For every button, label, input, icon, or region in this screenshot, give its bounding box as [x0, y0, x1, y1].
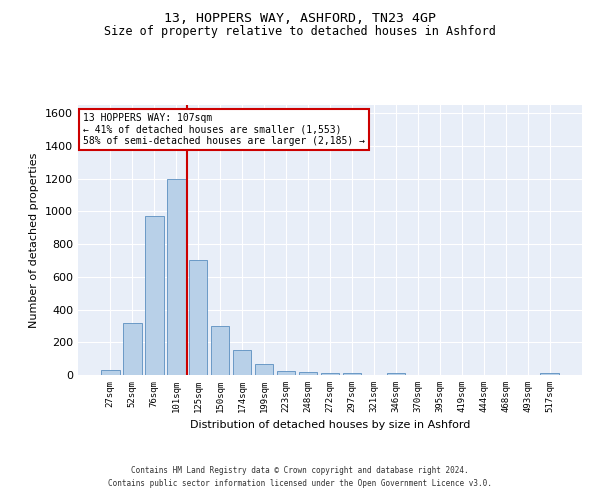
- Bar: [233, 350, 251, 375]
- Bar: [255, 364, 274, 375]
- Bar: [320, 372, 340, 375]
- Text: Contains HM Land Registry data © Crown copyright and database right 2024.
Contai: Contains HM Land Registry data © Crown c…: [108, 466, 492, 487]
- Bar: [145, 216, 164, 375]
- Bar: [101, 370, 119, 375]
- Bar: [343, 372, 361, 375]
- Text: 13, HOPPERS WAY, ASHFORD, TN23 4GP: 13, HOPPERS WAY, ASHFORD, TN23 4GP: [164, 12, 436, 26]
- X-axis label: Distribution of detached houses by size in Ashford: Distribution of detached houses by size …: [190, 420, 470, 430]
- Bar: [211, 326, 229, 375]
- Bar: [123, 322, 142, 375]
- Y-axis label: Number of detached properties: Number of detached properties: [29, 152, 40, 328]
- Bar: [299, 372, 317, 375]
- Bar: [386, 372, 405, 375]
- Text: Size of property relative to detached houses in Ashford: Size of property relative to detached ho…: [104, 25, 496, 38]
- Text: 13 HOPPERS WAY: 107sqm
← 41% of detached houses are smaller (1,553)
58% of semi-: 13 HOPPERS WAY: 107sqm ← 41% of detached…: [83, 113, 365, 146]
- Bar: [277, 371, 295, 375]
- Bar: [189, 260, 208, 375]
- Bar: [541, 372, 559, 375]
- Bar: [167, 178, 185, 375]
